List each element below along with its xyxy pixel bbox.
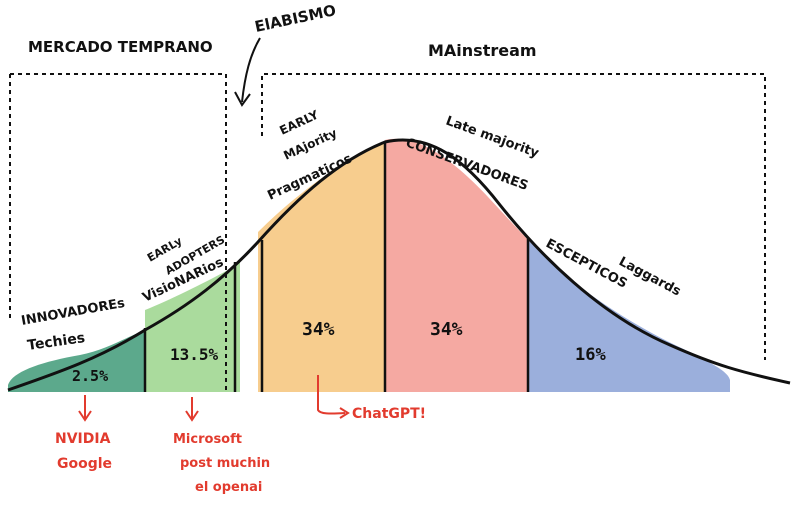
early-adopters-fill: [145, 262, 240, 392]
early-majority-example: ChatGPT!: [352, 406, 426, 422]
innovators-label-2: Techies: [26, 330, 86, 354]
early-majority-arrow: [317, 375, 346, 415]
early-adopters-example-3: el openai: [195, 480, 262, 495]
early-majority-label-1: EARLY: [277, 107, 321, 137]
early-market-box: [10, 73, 227, 392]
early-majority-fill: [258, 142, 385, 392]
innovators-percentage: 2.5%: [72, 367, 108, 385]
mainstream-box: [261, 73, 766, 360]
early-adopters-arrow-head: [185, 410, 199, 422]
innovators-arrow-head: [78, 410, 92, 422]
laggards-percentage: 16%: [575, 345, 606, 365]
mainstream-label: MAinstream: [428, 41, 537, 60]
late-majority-percentage: 34%: [430, 319, 463, 340]
early-adopters-example-1: Microsoft: [173, 432, 242, 447]
innovators-example-1: NVIDIA: [55, 431, 111, 447]
chasm-label: ElABISMO: [253, 1, 337, 36]
chasm-arrow-head: [234, 91, 251, 107]
early-majority-percentage: 34%: [302, 319, 335, 340]
chasm-arrow: [241, 37, 261, 103]
laggards-fill: [528, 240, 730, 392]
early-adopters-percentage: 13.5%: [170, 345, 219, 364]
innovators-label-1: INNOVADOREs: [20, 296, 126, 329]
early-majority-arrow-head: [339, 407, 350, 419]
early-market-label: MERCADO TEMPRANO: [28, 38, 213, 56]
early-adopters-example-2: post muchin: [180, 456, 270, 471]
innovators-example-2: Google: [57, 456, 112, 472]
late-majority-fill: [385, 138, 528, 392]
